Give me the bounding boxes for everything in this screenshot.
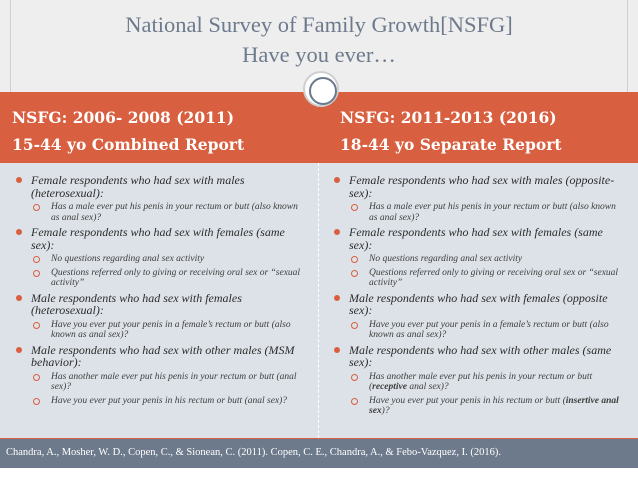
left-column: Female respondents who had sex with male… [16,174,306,409]
sub-bullet-emphasis: insertive anal sex [369,395,619,417]
bullet-dot-icon [334,177,340,183]
sub-bullet-ring-icon [351,256,358,263]
bullet-dot-icon [16,177,22,183]
bullet-dot-icon [334,229,340,235]
bullet-text: Male respondents who had sex with other … [31,342,295,369]
sub-bullet-item: No questions regarding anal sex activity [31,254,306,265]
sub-bullet-text: Have you ever put your penis in a female… [369,319,609,341]
bullet-text: Male respondents who had sex with female… [31,290,242,317]
bullet-text: Female respondents who had sex with male… [349,173,615,200]
sub-bullet-item: Has another male ever put his penis in y… [349,372,626,393]
sub-bullet-ring-icon [33,373,40,381]
sub-bullet-ring-icon [351,321,358,329]
citation-text: Chandra, A., Mosher, W. D., Copen, C., &… [6,447,501,458]
bullet-dot-icon [16,229,22,235]
sub-bullet-text: No questions regarding anal sex activity [369,254,523,264]
right-column-header: NSFG: 2011-2013 (2016) 18-44 yo Separate… [340,104,562,158]
bullet-dot-icon [334,346,340,353]
sub-bullet-ring-icon [351,269,358,277]
sub-bullet-text: Questions referred only to giving or rec… [51,267,301,289]
citation-bar [0,438,638,468]
bullet-text: Female respondents who had sex with male… [31,173,245,200]
sub-bullet-ring-icon [33,321,40,329]
sub-bullet-ring-icon [351,397,358,405]
title-right-rule [627,0,628,92]
sub-bullet-text: Questions referred only to giving or rec… [369,267,619,289]
bullet-item: Male respondents who had sex with female… [16,290,306,317]
right-column: Female respondents who had sex with male… [334,174,626,420]
sub-bullet-item: Questions referred only to giving or rec… [349,268,626,289]
left-header-line-1: NSFG: 2006- 2008 (2011) [12,108,235,127]
sub-bullet-emphasis: receptive [372,382,407,392]
title-left-rule [10,0,11,92]
sub-bullet-item: Have you ever put your penis in his rect… [31,396,306,407]
sub-bullet-text: Has another male ever put his penis in y… [51,371,297,393]
bullet-text: Male respondents who had sex with other … [349,342,612,369]
decorative-circle-icon [303,71,339,107]
sub-bullet-item: Questions referred only to giving or rec… [31,268,306,289]
sub-bullet-text: No questions regarding anal sex activity [51,254,205,264]
sub-bullet-ring-icon [351,204,358,211]
sub-bullet-ring-icon [33,256,40,263]
sub-bullet-ring-icon [33,269,40,277]
bullet-dot-icon [334,294,340,301]
bullet-text: Male respondents who had sex with female… [349,290,608,317]
sub-bullet-item: Has another male ever put his penis in y… [31,372,306,393]
sub-bullet-text: Has another male ever put his penis in y… [369,371,593,393]
sub-bullet-item: No questions regarding anal sex activity [349,254,626,265]
sub-bullet-ring-icon [351,373,358,381]
sub-bullet-text: Has a male ever put his penis in your re… [51,202,298,223]
sub-bullet-text: anal sex)? [406,382,449,392]
sub-bullet-text: Has a male ever put his penis in your re… [369,202,616,223]
slide-title: National Survey of Family Growth[NSFG] H… [40,10,598,70]
bullet-item: Female respondents who had sex with male… [16,174,306,199]
left-column-header: NSFG: 2006- 2008 (2011) 15-44 yo Combine… [12,104,244,158]
title-line-1: National Survey of Family Growth[NSFG] [125,12,513,37]
right-header-line-2: 18-44 yo Separate Report [340,135,562,154]
sub-bullet-item: Have you ever put your penis in a female… [31,320,306,341]
sub-bullet-item: Has a male ever put his penis in your re… [31,202,306,223]
bullet-item: Male respondents who had sex with other … [16,342,306,369]
content-area [0,163,638,438]
bullet-dot-icon [16,294,22,301]
bullet-item: Female respondents who had sex with fema… [334,226,626,251]
sub-bullet-item: Has a male ever put his penis in your re… [349,202,626,223]
column-divider [318,163,319,438]
sub-bullet-text: )? [381,406,390,416]
sub-bullet-text: Have you ever put your penis in his rect… [369,395,566,406]
left-header-line-2: 15-44 yo Combined Report [12,135,245,154]
right-header-line-1: NSFG: 2011-2013 (2016) [340,108,557,127]
bullet-item: Female respondents who had sex with male… [334,174,626,199]
bullet-item: Male respondents who had sex with other … [334,342,626,369]
sub-bullet-text: Have you ever put your penis in his rect… [51,395,288,406]
bullet-dot-icon [16,346,22,353]
sub-bullet-ring-icon [33,397,40,405]
sub-bullet-ring-icon [33,204,40,211]
bullet-text: Female respondents who had sex with fema… [31,225,285,252]
sub-bullet-item: Have you ever put your penis in a female… [349,320,626,341]
sub-bullet-text: Have you ever put your penis in a female… [51,319,291,341]
title-line-2: Have you ever… [242,42,396,67]
bullet-item: Male respondents who had sex with female… [334,290,626,317]
bullet-text: Female respondents who had sex with fema… [349,225,603,252]
sub-bullet-item: Have you ever put your penis in his rect… [349,396,626,417]
bullet-item: Female respondents who had sex with fema… [16,226,306,251]
footer-strip [0,468,638,479]
